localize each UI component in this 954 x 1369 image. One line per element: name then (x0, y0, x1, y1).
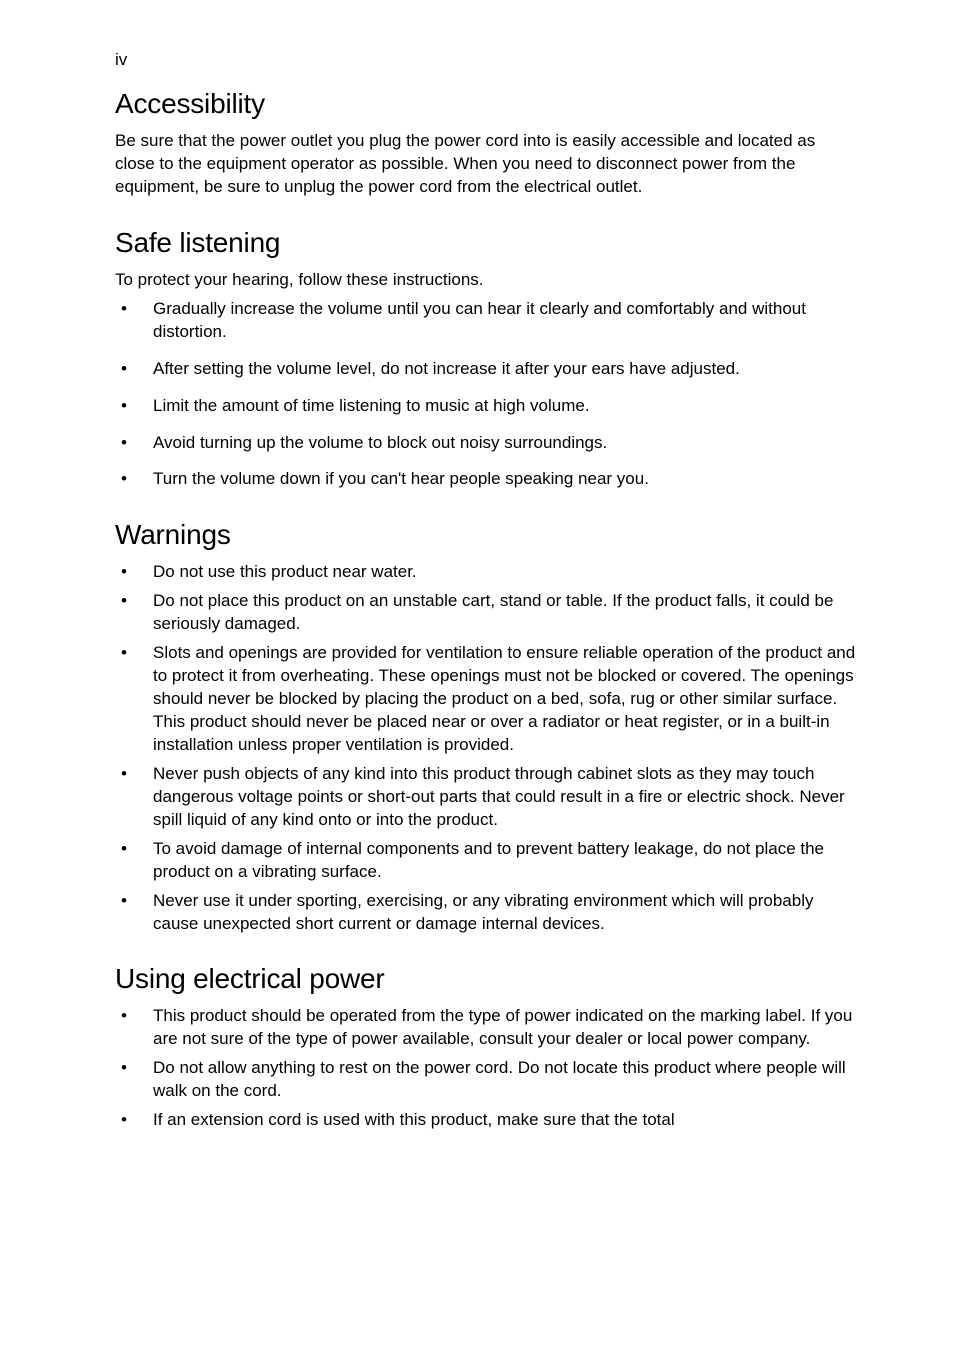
list-item: Gradually increase the volume until you … (115, 298, 859, 344)
list-item: Do not allow anything to rest on the pow… (115, 1057, 859, 1103)
list-item: Avoid turning up the volume to block out… (115, 432, 859, 455)
list-item: Turn the volume down if you can't hear p… (115, 468, 859, 491)
section-electrical-power: Using electrical power This product shou… (115, 963, 859, 1132)
list-item: Never push objects of any kind into this… (115, 763, 859, 832)
section-safe-listening: Safe listening To protect your hearing, … (115, 227, 859, 492)
list-item: After setting the volume level, do not i… (115, 358, 859, 381)
heading-electrical-power: Using electrical power (115, 963, 859, 995)
page-number: iv (115, 50, 859, 70)
list-item: Slots and openings are provided for vent… (115, 642, 859, 757)
list-item: Do not use this product near water. (115, 561, 859, 584)
list-item: Do not place this product on an unstable… (115, 590, 859, 636)
heading-safe-listening: Safe listening (115, 227, 859, 259)
section-accessibility: Accessibility Be sure that the power out… (115, 88, 859, 199)
paragraph-accessibility: Be sure that the power outlet you plug t… (115, 130, 859, 199)
heading-accessibility: Accessibility (115, 88, 859, 120)
list-item: Never use it under sporting, exercising,… (115, 890, 859, 936)
heading-warnings: Warnings (115, 519, 859, 551)
list-item: If an extension cord is used with this p… (115, 1109, 859, 1132)
list-electrical-power: This product should be operated from the… (115, 1005, 859, 1132)
section-warnings: Warnings Do not use this product near wa… (115, 519, 859, 935)
list-safe-listening: Gradually increase the volume until you … (115, 298, 859, 492)
paragraph-safe-listening: To protect your hearing, follow these in… (115, 269, 859, 292)
list-item: Limit the amount of time listening to mu… (115, 395, 859, 418)
list-warnings: Do not use this product near water. Do n… (115, 561, 859, 935)
list-item: To avoid damage of internal components a… (115, 838, 859, 884)
list-item: This product should be operated from the… (115, 1005, 859, 1051)
